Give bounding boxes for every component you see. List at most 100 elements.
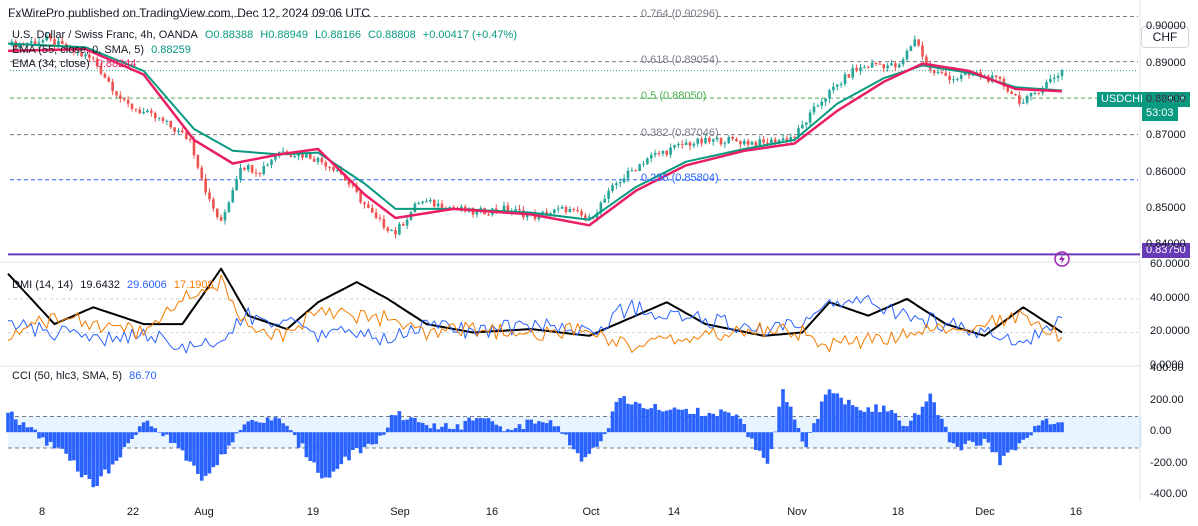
cci-bar — [928, 393, 933, 433]
price-axis-tick: 0.89000 — [1146, 56, 1186, 69]
candle-body — [1010, 91, 1013, 95]
cci-bar — [1017, 432, 1022, 444]
cci-bar — [308, 432, 313, 461]
cci-bar — [471, 420, 475, 433]
candle-body — [146, 110, 149, 113]
candle-body — [1037, 92, 1041, 94]
cci-bar — [637, 403, 642, 433]
cci-bar — [289, 430, 293, 433]
candle-body — [60, 41, 64, 45]
candle-body — [917, 39, 920, 46]
candle-body — [956, 78, 959, 80]
candle-body — [215, 208, 219, 217]
candle-body — [994, 75, 998, 77]
candle-body — [274, 156, 277, 160]
cci-bar — [870, 411, 874, 433]
time-axis-tick: Oct — [582, 506, 600, 518]
cci-bar — [649, 408, 654, 433]
candle-body — [878, 63, 882, 65]
cci-bar — [269, 420, 274, 433]
cci-bar — [106, 432, 111, 474]
candle-body — [797, 128, 800, 138]
cci-bar — [897, 420, 902, 433]
candle-body — [851, 67, 855, 78]
cci-bar — [29, 427, 34, 433]
cci-bar — [428, 428, 433, 433]
cci-bar — [657, 409, 661, 433]
cci-bar — [440, 426, 444, 433]
cci-bar — [1013, 432, 1018, 451]
cci-bar — [215, 432, 220, 466]
candle-body — [514, 209, 517, 212]
cci-bar — [684, 408, 688, 433]
candle-body — [479, 207, 483, 211]
cci-bar — [707, 412, 712, 433]
cci-bar — [41, 432, 45, 438]
cci-bar — [552, 426, 557, 433]
candle-body — [886, 65, 889, 69]
dmi-minusdi-line — [7, 274, 1063, 353]
cci-bar — [715, 416, 719, 433]
cci-bar — [661, 411, 665, 433]
candle-body — [653, 153, 657, 155]
cci-bar — [645, 409, 650, 433]
dmi-axis-tick: 60.0000 — [1150, 258, 1190, 271]
cci-bar — [998, 432, 1002, 466]
cci-bar — [521, 429, 526, 433]
cci-bar — [168, 432, 173, 443]
candle-body — [735, 138, 738, 142]
candle-body — [828, 90, 831, 99]
price-axis-tick: 0.84000 — [1146, 238, 1186, 251]
candle-body — [99, 66, 103, 74]
cci-bar — [610, 411, 615, 433]
time-axis-tick: 18 — [891, 506, 905, 518]
ema55-value: 0.88259 — [151, 44, 191, 56]
candle-body — [890, 63, 893, 66]
cci-bar — [490, 421, 495, 433]
candle-body — [487, 214, 490, 216]
candle-body — [541, 211, 545, 213]
candle-body — [436, 203, 440, 207]
cci-bar — [137, 426, 142, 433]
candle-body — [560, 206, 564, 209]
cci-bar — [424, 425, 429, 433]
currency-selector[interactable]: CHF — [1141, 26, 1189, 48]
cci-bar — [21, 422, 26, 433]
cci-bar — [889, 410, 894, 433]
candle-body — [727, 137, 731, 144]
support-price-tag: 0.83750 — [1142, 243, 1190, 258]
cci-bar — [924, 401, 929, 433]
dmi-plus-value: 29.6006 — [127, 279, 167, 291]
candle-body — [1060, 70, 1064, 76]
cci-bar — [757, 432, 762, 451]
cci-bar — [626, 403, 630, 433]
candle-body — [115, 91, 118, 96]
cci-bar — [304, 432, 309, 458]
candle-body — [680, 144, 684, 146]
candle-body — [1045, 82, 1048, 88]
cci-bar — [692, 413, 696, 433]
cci-bar — [118, 432, 123, 458]
candle-body — [940, 71, 944, 73]
candle-body — [622, 178, 626, 183]
cci-bar — [25, 427, 30, 433]
cci-bar — [219, 432, 223, 455]
candle-body — [758, 139, 762, 147]
cci-bar — [447, 428, 452, 433]
cci-bar — [781, 389, 785, 433]
candle-body — [266, 164, 269, 167]
cci-bar — [141, 422, 146, 433]
candle-body — [231, 190, 235, 203]
cci-bar — [664, 410, 669, 433]
candle-body — [308, 154, 312, 159]
cci-bar — [378, 432, 382, 436]
candle-body — [324, 162, 328, 167]
candle-body — [615, 183, 618, 186]
cci-bar — [579, 432, 584, 462]
cci-bar — [885, 411, 890, 433]
cci-bar — [196, 432, 200, 474]
cci-title: CCI (50, hlc3, SMA, 5) — [12, 370, 123, 382]
cci-bar — [816, 419, 820, 433]
cci-bar — [990, 432, 995, 453]
